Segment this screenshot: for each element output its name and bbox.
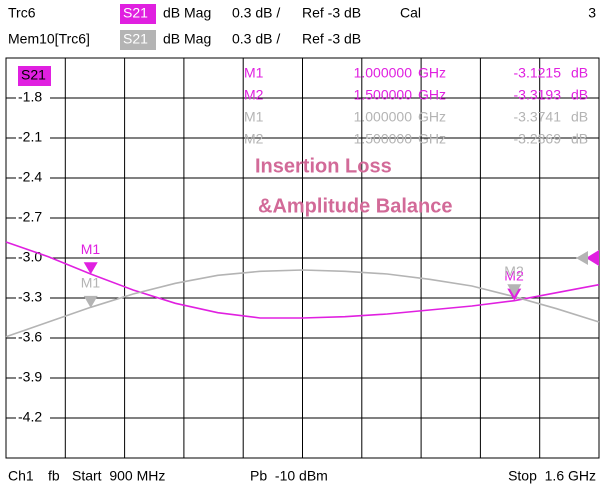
y-tick-label: -1.8: [18, 89, 42, 105]
marker-label: M1: [81, 241, 101, 257]
tick-label-bg: [16, 409, 50, 427]
marker-label: M2: [504, 263, 524, 279]
marker-x-unit: GHz: [418, 65, 446, 81]
marker-value: -3.2869: [514, 131, 562, 147]
marker-unit: dB: [571, 131, 588, 147]
tick-label-bg: [16, 169, 50, 187]
trace-name: Trc6: [8, 5, 36, 21]
footer-power: Pb -10 dBm: [250, 468, 328, 484]
param-box: [120, 4, 156, 24]
y-tick-label: -4.2: [18, 409, 42, 425]
param-box: [120, 30, 156, 50]
trace-line: [5, 269, 600, 338]
y-tick-label: -2.7: [18, 209, 42, 225]
ref-indicator: [586, 250, 599, 266]
marker: [83, 295, 98, 308]
footer-channel: Ch1: [8, 468, 34, 484]
marker-value: -3.3193: [514, 87, 562, 103]
marker: [507, 284, 522, 297]
format: dB Mag: [163, 5, 211, 21]
plot: [5, 57, 600, 459]
tick-label-bg: [16, 89, 50, 107]
marker-unit: dB: [571, 87, 588, 103]
scale: 0.3 dB /: [232, 31, 280, 47]
tick-label-bg: [16, 209, 50, 227]
footer-stop: Stop 1.6 GHz: [508, 468, 596, 484]
marker: [83, 262, 98, 275]
marker-label: M2: [504, 267, 524, 283]
ref-indicator: [576, 251, 588, 265]
format: dB Mag: [163, 31, 211, 47]
marker-x-unit: GHz: [418, 87, 446, 103]
tick-label-bg: [16, 129, 50, 147]
marker-x: 1.000000: [354, 65, 413, 81]
param: S21: [123, 5, 148, 21]
channel: 3: [588, 5, 596, 21]
marker-unit: dB: [571, 109, 588, 125]
marker-name: M1: [244, 65, 264, 81]
annotation: Insertion Loss: [255, 155, 392, 177]
tick-label-bg: [16, 289, 50, 307]
y-tick-label: -3.3: [18, 289, 42, 305]
marker-x-unit: GHz: [418, 131, 446, 147]
tick-label-bg: [16, 329, 50, 347]
trace-line: [5, 241, 600, 319]
ref: Ref -3 dB: [302, 5, 361, 21]
annotation: &Amplitude Balance: [258, 195, 452, 217]
trace-label: S21: [21, 67, 46, 83]
footer-mode: fb: [48, 468, 60, 484]
marker-x: 1.000000: [354, 109, 413, 125]
marker-x-unit: GHz: [418, 109, 446, 125]
marker-name: M1: [244, 109, 264, 125]
marker-value: -3.3741: [514, 109, 562, 125]
y-tick-label: -3.6: [18, 329, 42, 345]
marker-name: M2: [244, 131, 264, 147]
ref: Ref -3 dB: [302, 31, 361, 47]
cal: Cal: [400, 5, 421, 21]
trace-name: Mem10[Trc6]: [8, 31, 90, 47]
tick-label-bg: [16, 369, 50, 387]
footer-start: Start 900 MHz: [72, 468, 165, 484]
marker-label: M1: [81, 275, 101, 291]
y-tick-label: -3.9: [18, 369, 42, 385]
marker-x: 1.500000: [354, 131, 413, 147]
marker-value: -3.1215: [514, 65, 562, 81]
param: S21: [123, 31, 148, 47]
marker-x: 1.500000: [354, 87, 413, 103]
trace-label-box: [18, 66, 51, 86]
marker-name: M2: [244, 87, 264, 103]
y-tick-label: -2.4: [18, 169, 42, 185]
y-tick-label: -2.1: [18, 129, 42, 145]
scale: 0.3 dB /: [232, 5, 280, 21]
marker-unit: dB: [571, 65, 588, 81]
